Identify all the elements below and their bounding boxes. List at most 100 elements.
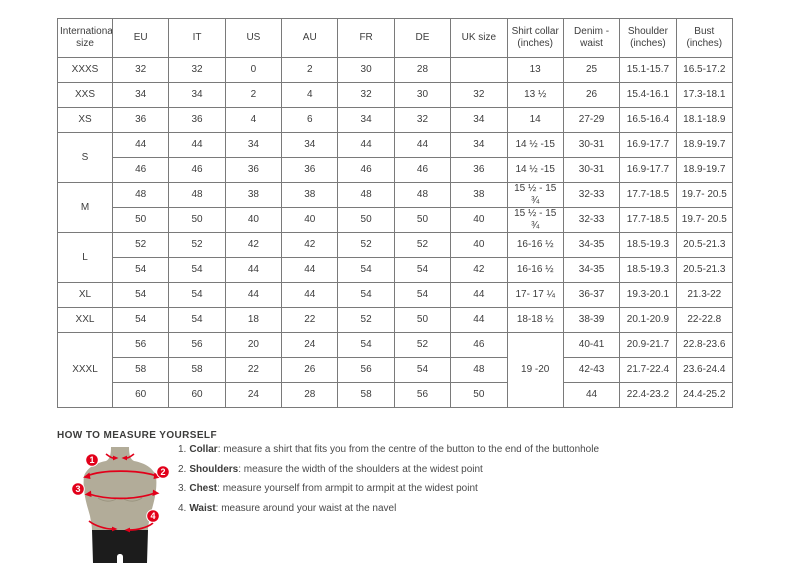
size-cell: 22-22.8 bbox=[675, 307, 734, 333]
size-cell: 50 bbox=[337, 207, 395, 233]
item-label: Chest bbox=[189, 483, 218, 494]
size-cell: 36 bbox=[450, 157, 508, 183]
size-cell: 44 bbox=[281, 282, 339, 308]
size-cell: 22.4-23.2 bbox=[619, 382, 677, 408]
item-label: Collar bbox=[189, 444, 218, 455]
size-cell: 19.7- 20.5 bbox=[675, 207, 734, 233]
size-cell bbox=[450, 57, 508, 83]
size-cell: 46 bbox=[393, 157, 452, 183]
item-number: 1. bbox=[178, 444, 187, 455]
size-cell: 21.7-22.4 bbox=[619, 357, 677, 383]
size-cell: 52 bbox=[393, 332, 452, 358]
torso-silhouette bbox=[83, 447, 157, 530]
size-group-label: XXS bbox=[57, 82, 113, 108]
measure-item-shoulders: 2. Shoulders: measure the width of the sh… bbox=[178, 464, 743, 477]
size-cell: 20.9-21.7 bbox=[619, 332, 677, 358]
size-cell: 32 bbox=[168, 57, 226, 83]
size-chart-table: International size EU IT US AU FR DE UK size Shi… bbox=[57, 18, 734, 408]
size-cell: 18.1-18.9 bbox=[675, 107, 734, 133]
size-cell: 44 bbox=[450, 282, 508, 308]
svg-text:4: 4 bbox=[150, 511, 155, 521]
size-cell: 2 bbox=[281, 57, 339, 83]
size-cell: 54 bbox=[111, 307, 170, 333]
size-cell: 60 bbox=[111, 382, 170, 408]
measure-item-waist: 4. Waist: measure around your waist at th… bbox=[178, 503, 743, 516]
column-header: US bbox=[224, 18, 283, 58]
size-cell: 4 bbox=[281, 82, 339, 108]
size-cell: 17.7-18.5 bbox=[619, 207, 677, 233]
column-header: IT bbox=[168, 18, 226, 58]
size-cell: 22 bbox=[281, 307, 339, 333]
collar-arrow bbox=[105, 453, 135, 459]
size-cell: 32 bbox=[111, 57, 170, 83]
size-group-label: M bbox=[57, 182, 113, 233]
size-cell: 17.3-18.1 bbox=[675, 82, 734, 108]
size-cell: 13 bbox=[506, 57, 564, 83]
item-number: 2. bbox=[178, 463, 187, 475]
size-cell: 24.4-25.2 bbox=[675, 382, 734, 408]
size-cell: 15.1-15.7 bbox=[619, 57, 677, 83]
size-cell-collar-merged: 19 -20 bbox=[506, 332, 564, 408]
marker-4: 4 bbox=[146, 509, 160, 523]
svg-text:1: 1 bbox=[89, 455, 94, 465]
size-cell: 16.5-17.2 bbox=[675, 57, 734, 83]
size-cell: 48 bbox=[337, 182, 395, 208]
size-cell: 16-16 ½ bbox=[506, 257, 564, 283]
size-cell: 34 bbox=[337, 107, 395, 133]
marker-2: 2 bbox=[156, 465, 170, 479]
size-cell: 34-35 bbox=[562, 232, 621, 258]
size-cell: 34 bbox=[450, 132, 508, 158]
size-cell: 52 bbox=[337, 232, 395, 258]
size-cell: 54 bbox=[337, 282, 395, 308]
size-cell: 54 bbox=[168, 282, 226, 308]
size-cell: 50 bbox=[111, 207, 170, 233]
waist-arrow bbox=[88, 520, 154, 531]
size-cell: 20.5-21.3 bbox=[675, 232, 734, 258]
svg-text:2: 2 bbox=[160, 467, 165, 477]
size-cell: 42 bbox=[450, 257, 508, 283]
size-cell: 34 bbox=[224, 132, 283, 158]
size-cell: 19.7- 20.5 bbox=[675, 182, 734, 208]
size-cell: 48 bbox=[450, 357, 508, 383]
size-cell: 48 bbox=[393, 182, 452, 208]
column-header: DE bbox=[393, 18, 452, 58]
size-cell: 52 bbox=[337, 307, 395, 333]
size-cell: 20.5-21.3 bbox=[675, 257, 734, 283]
size-cell: 46 bbox=[168, 157, 226, 183]
size-cell: 54 bbox=[393, 357, 452, 383]
size-cell: 32 bbox=[393, 107, 452, 133]
size-cell: 18.5-19.3 bbox=[619, 257, 677, 283]
size-cell: 16-16 ½ bbox=[506, 232, 564, 258]
size-cell: 54 bbox=[168, 257, 226, 283]
size-cell: 54 bbox=[168, 307, 226, 333]
size-cell: 42 bbox=[281, 232, 339, 258]
column-header: EU bbox=[111, 18, 170, 58]
waist-arrowhead-left bbox=[112, 526, 118, 532]
size-cell: 44 bbox=[224, 257, 283, 283]
size-group-label: XS bbox=[57, 107, 113, 133]
size-cell: 40 bbox=[281, 207, 339, 233]
size-cell: 36 bbox=[111, 107, 170, 133]
size-cell: 48 bbox=[111, 182, 170, 208]
item-label: Shoulders bbox=[189, 463, 239, 475]
size-cell: 17- 17 ¼ bbox=[506, 282, 564, 308]
size-cell: 16.9-17.7 bbox=[619, 157, 677, 183]
size-cell: 34 bbox=[450, 107, 508, 133]
size-cell: 54 bbox=[337, 332, 395, 358]
size-cell: 14 ½ -15 bbox=[506, 157, 564, 183]
size-cell: 4 bbox=[224, 107, 283, 133]
size-cell: 40 bbox=[224, 207, 283, 233]
item-text: : measure the width of the shoulders at … bbox=[238, 463, 483, 475]
column-header: UK size bbox=[450, 18, 508, 58]
size-cell: 40 bbox=[450, 207, 508, 233]
size-cell: 58 bbox=[111, 357, 170, 383]
item-number: 3. bbox=[178, 483, 187, 494]
size-cell: 28 bbox=[393, 57, 452, 83]
size-cell: 15 ½ - 15 ¾ bbox=[506, 182, 564, 208]
size-cell: 44 bbox=[281, 257, 339, 283]
column-header: Shoulder (inches) bbox=[619, 18, 677, 58]
size-cell: 36 bbox=[224, 157, 283, 183]
collar-arrowhead-right bbox=[121, 455, 127, 461]
column-header: International size bbox=[57, 18, 113, 58]
size-cell: 50 bbox=[168, 207, 226, 233]
